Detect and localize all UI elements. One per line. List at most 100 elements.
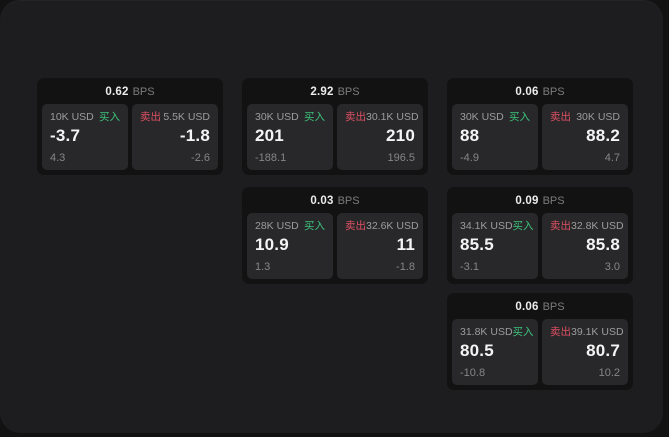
buy-quote-pane[interactable]: 30K USD 买入 88 -4.9 bbox=[452, 104, 538, 170]
buy-pane-header: 30K USD 买入 bbox=[460, 111, 530, 124]
bps-unit-label: BPS bbox=[337, 194, 360, 207]
buy-pane-header: 28K USD 买入 bbox=[255, 220, 325, 233]
sell-delta: 10.2 bbox=[598, 367, 620, 379]
buy-amount: 31.8K USD bbox=[460, 326, 513, 338]
bps-unit-label: BPS bbox=[337, 85, 360, 98]
sell-amount: 30.1K USD bbox=[366, 111, 419, 123]
card-body: 31.8K USD 买入 80.5 -10.8 卖出 39.1K USD 80.… bbox=[447, 319, 633, 390]
buy-quote-pane[interactable]: 28K USD 买入 10.9 1.3 bbox=[247, 213, 333, 279]
sell-side-label: 卖出 bbox=[345, 220, 366, 232]
buy-delta: 1.3 bbox=[255, 261, 271, 273]
buy-price: 88 bbox=[460, 126, 480, 145]
buy-amount: 10K USD bbox=[50, 111, 94, 123]
sell-side-label: 卖出 bbox=[550, 111, 571, 123]
card-header: 0.06 BPS bbox=[447, 293, 633, 319]
bps-value: 0.03 bbox=[310, 194, 334, 207]
buy-pane-header: 34.1K USD 买入 bbox=[460, 220, 534, 233]
sell-pane-header: 卖出 5.5K USD bbox=[140, 111, 210, 124]
sell-quote-pane[interactable]: 卖出 32.6K USD 11 -1.8 bbox=[337, 213, 423, 279]
buy-delta: -4.9 bbox=[460, 152, 479, 164]
bps-value: 0.06 bbox=[515, 85, 539, 98]
card-body: 30K USD 买入 88 -4.9 卖出 30K USD 88.2 4.7 bbox=[447, 104, 633, 175]
buy-price: -3.7 bbox=[50, 126, 81, 145]
buy-side-label: 买入 bbox=[512, 220, 534, 232]
buy-price: 10.9 bbox=[255, 235, 289, 254]
sell-price: 85.8 bbox=[586, 235, 620, 254]
sell-pane-header: 卖出 30K USD bbox=[550, 111, 620, 124]
bps-value: 2.92 bbox=[310, 85, 334, 98]
sell-price: 11 bbox=[396, 235, 415, 254]
quote-card: 0.03 BPS 28K USD 买入 10.9 1.3 卖出 32.6K US… bbox=[242, 187, 428, 284]
card-header: 0.09 BPS bbox=[447, 187, 633, 213]
buy-pane-header: 30K USD 买入 bbox=[255, 111, 325, 124]
sell-delta: -1.8 bbox=[396, 261, 415, 273]
sell-pane-header: 卖出 32.8K USD bbox=[550, 220, 624, 233]
sell-pane-header: 卖出 30.1K USD bbox=[345, 111, 419, 124]
sell-delta: -2.6 bbox=[191, 152, 210, 164]
buy-pane-header: 10K USD 买入 bbox=[50, 111, 120, 124]
quote-card: 0.06 BPS 30K USD 买入 88 -4.9 卖出 30K USD 8… bbox=[447, 78, 633, 175]
quote-card: 0.06 BPS 31.8K USD 买入 80.5 -10.8 卖出 39.1… bbox=[447, 293, 633, 390]
sell-price: -1.8 bbox=[179, 126, 210, 145]
buy-amount: 34.1K USD bbox=[460, 220, 513, 232]
bps-unit-label: BPS bbox=[542, 300, 565, 313]
sell-price: 80.7 bbox=[586, 341, 620, 360]
buy-quote-pane[interactable]: 10K USD 买入 -3.7 4.3 bbox=[42, 104, 128, 170]
sell-delta: 196.5 bbox=[387, 152, 415, 164]
card-body: 28K USD 买入 10.9 1.3 卖出 32.6K USD 11 -1.8 bbox=[242, 213, 428, 284]
buy-price: 85.5 bbox=[460, 235, 494, 254]
buy-quote-pane[interactable]: 34.1K USD 买入 85.5 -3.1 bbox=[452, 213, 538, 279]
buy-side-label: 买入 bbox=[304, 220, 325, 232]
card-header: 0.62 BPS bbox=[37, 78, 223, 104]
buy-delta: -188.1 bbox=[255, 152, 287, 164]
buy-delta: 4.3 bbox=[50, 152, 66, 164]
sell-quote-pane[interactable]: 卖出 39.1K USD 80.7 10.2 bbox=[542, 319, 628, 385]
quote-card: 0.09 BPS 34.1K USD 买入 85.5 -3.1 卖出 32.8K… bbox=[447, 187, 633, 284]
card-body: 34.1K USD 买入 85.5 -3.1 卖出 32.8K USD 85.8… bbox=[447, 213, 633, 284]
card-header: 0.06 BPS bbox=[447, 78, 633, 104]
sell-pane-header: 卖出 39.1K USD bbox=[550, 326, 624, 339]
sell-pane-header: 卖出 32.6K USD bbox=[345, 220, 419, 233]
buy-side-label: 买入 bbox=[509, 111, 530, 123]
sell-amount: 5.5K USD bbox=[163, 111, 210, 123]
buy-price: 80.5 bbox=[460, 341, 494, 360]
quote-card: 2.92 BPS 30K USD 买入 201 -188.1 卖出 30.1K … bbox=[242, 78, 428, 175]
card-header: 0.03 BPS bbox=[242, 187, 428, 213]
sell-quote-pane[interactable]: 卖出 32.8K USD 85.8 3.0 bbox=[542, 213, 628, 279]
sell-side-label: 卖出 bbox=[140, 111, 161, 123]
sell-delta: 4.7 bbox=[604, 152, 620, 164]
sell-amount: 30K USD bbox=[576, 111, 620, 123]
bps-value: 0.06 bbox=[515, 300, 539, 313]
buy-price: 201 bbox=[255, 126, 284, 145]
buy-side-label: 买入 bbox=[512, 326, 534, 338]
sell-side-label: 卖出 bbox=[550, 220, 571, 232]
sell-quote-pane[interactable]: 卖出 30.1K USD 210 196.5 bbox=[337, 104, 423, 170]
buy-delta: -10.8 bbox=[460, 367, 486, 379]
card-body: 30K USD 买入 201 -188.1 卖出 30.1K USD 210 1… bbox=[242, 104, 428, 175]
card-header: 2.92 BPS bbox=[242, 78, 428, 104]
quote-card: 0.62 BPS 10K USD 买入 -3.7 4.3 卖出 5.5K USD… bbox=[37, 78, 223, 175]
sell-amount: 32.6K USD bbox=[366, 220, 419, 232]
bps-value: 0.62 bbox=[105, 85, 129, 98]
buy-side-label: 买入 bbox=[99, 111, 120, 123]
sell-price: 210 bbox=[386, 126, 415, 145]
buy-pane-header: 31.8K USD 买入 bbox=[460, 326, 534, 339]
sell-quote-pane[interactable]: 卖出 30K USD 88.2 4.7 bbox=[542, 104, 628, 170]
bps-unit-label: BPS bbox=[542, 194, 565, 207]
buy-quote-pane[interactable]: 31.8K USD 买入 80.5 -10.8 bbox=[452, 319, 538, 385]
sell-quote-pane[interactable]: 卖出 5.5K USD -1.8 -2.6 bbox=[132, 104, 218, 170]
sell-amount: 32.8K USD bbox=[571, 220, 624, 232]
bps-value: 0.09 bbox=[515, 194, 539, 207]
sell-price: 88.2 bbox=[586, 126, 620, 145]
buy-quote-pane[interactable]: 30K USD 买入 201 -188.1 bbox=[247, 104, 333, 170]
buy-delta: -3.1 bbox=[460, 261, 479, 273]
sell-side-label: 卖出 bbox=[345, 111, 366, 123]
buy-side-label: 买入 bbox=[304, 111, 325, 123]
bps-unit-label: BPS bbox=[542, 85, 565, 98]
sell-amount: 39.1K USD bbox=[571, 326, 624, 338]
buy-amount: 28K USD bbox=[255, 220, 299, 232]
sell-delta: 3.0 bbox=[604, 261, 620, 273]
sell-side-label: 卖出 bbox=[550, 326, 571, 338]
buy-amount: 30K USD bbox=[460, 111, 504, 123]
